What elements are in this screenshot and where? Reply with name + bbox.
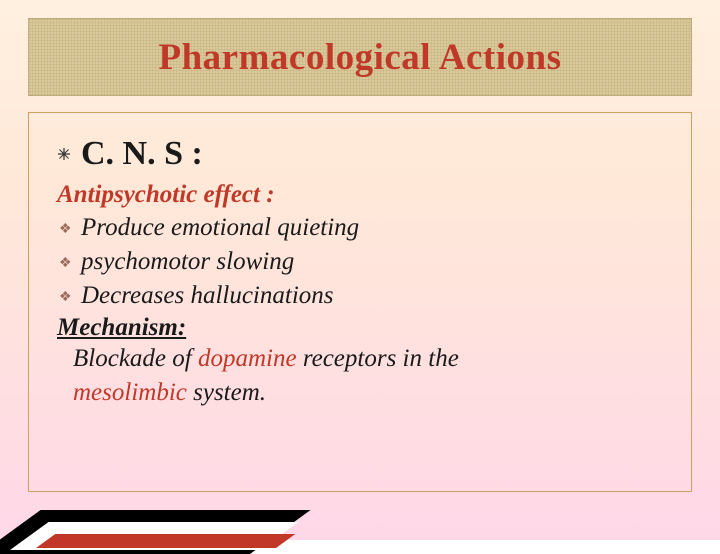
heading-bullet-icon xyxy=(57,147,71,161)
mech-pre: Blockade of xyxy=(73,345,198,372)
mech-highlight: dopamine xyxy=(198,345,297,372)
bullet-text: Produce emotional quieting xyxy=(81,211,359,245)
diamond-icon: ❖ xyxy=(59,289,71,308)
bullet-text: Decreases hallucinations xyxy=(81,279,334,313)
accent-stripe-red xyxy=(36,534,295,548)
list-item: ❖ Produce emotional quieting xyxy=(59,211,663,245)
corner-accent xyxy=(0,470,260,540)
bullet-text: psychomotor slowing xyxy=(81,245,294,279)
mechanism-label: Mechanism: xyxy=(57,314,663,342)
slide-title: Pharmacological Actions xyxy=(158,36,561,79)
mech-mid: receptors in the xyxy=(297,345,459,372)
diamond-icon: ❖ xyxy=(59,255,71,274)
content-box: C. N. S : Antipsychotic effect : ❖ Produ… xyxy=(28,112,692,492)
mech-post: system. xyxy=(187,379,266,406)
title-bar: Pharmacological Actions xyxy=(28,18,692,96)
section-heading: C. N. S : xyxy=(57,135,663,173)
slide: Pharmacological Actions C. N. S : Antips… xyxy=(0,0,720,540)
mechanism-body: Blockade of dopamine receptors in the me… xyxy=(57,342,663,410)
heading-text: C. N. S : xyxy=(81,135,203,173)
subheading: Antipsychotic effect : xyxy=(57,181,663,209)
list-item: ❖ psychomotor slowing xyxy=(59,245,663,279)
diamond-icon: ❖ xyxy=(59,221,71,240)
mech-highlight: mesolimbic xyxy=(73,379,187,406)
list-item: ❖ Decreases hallucinations xyxy=(59,279,663,313)
